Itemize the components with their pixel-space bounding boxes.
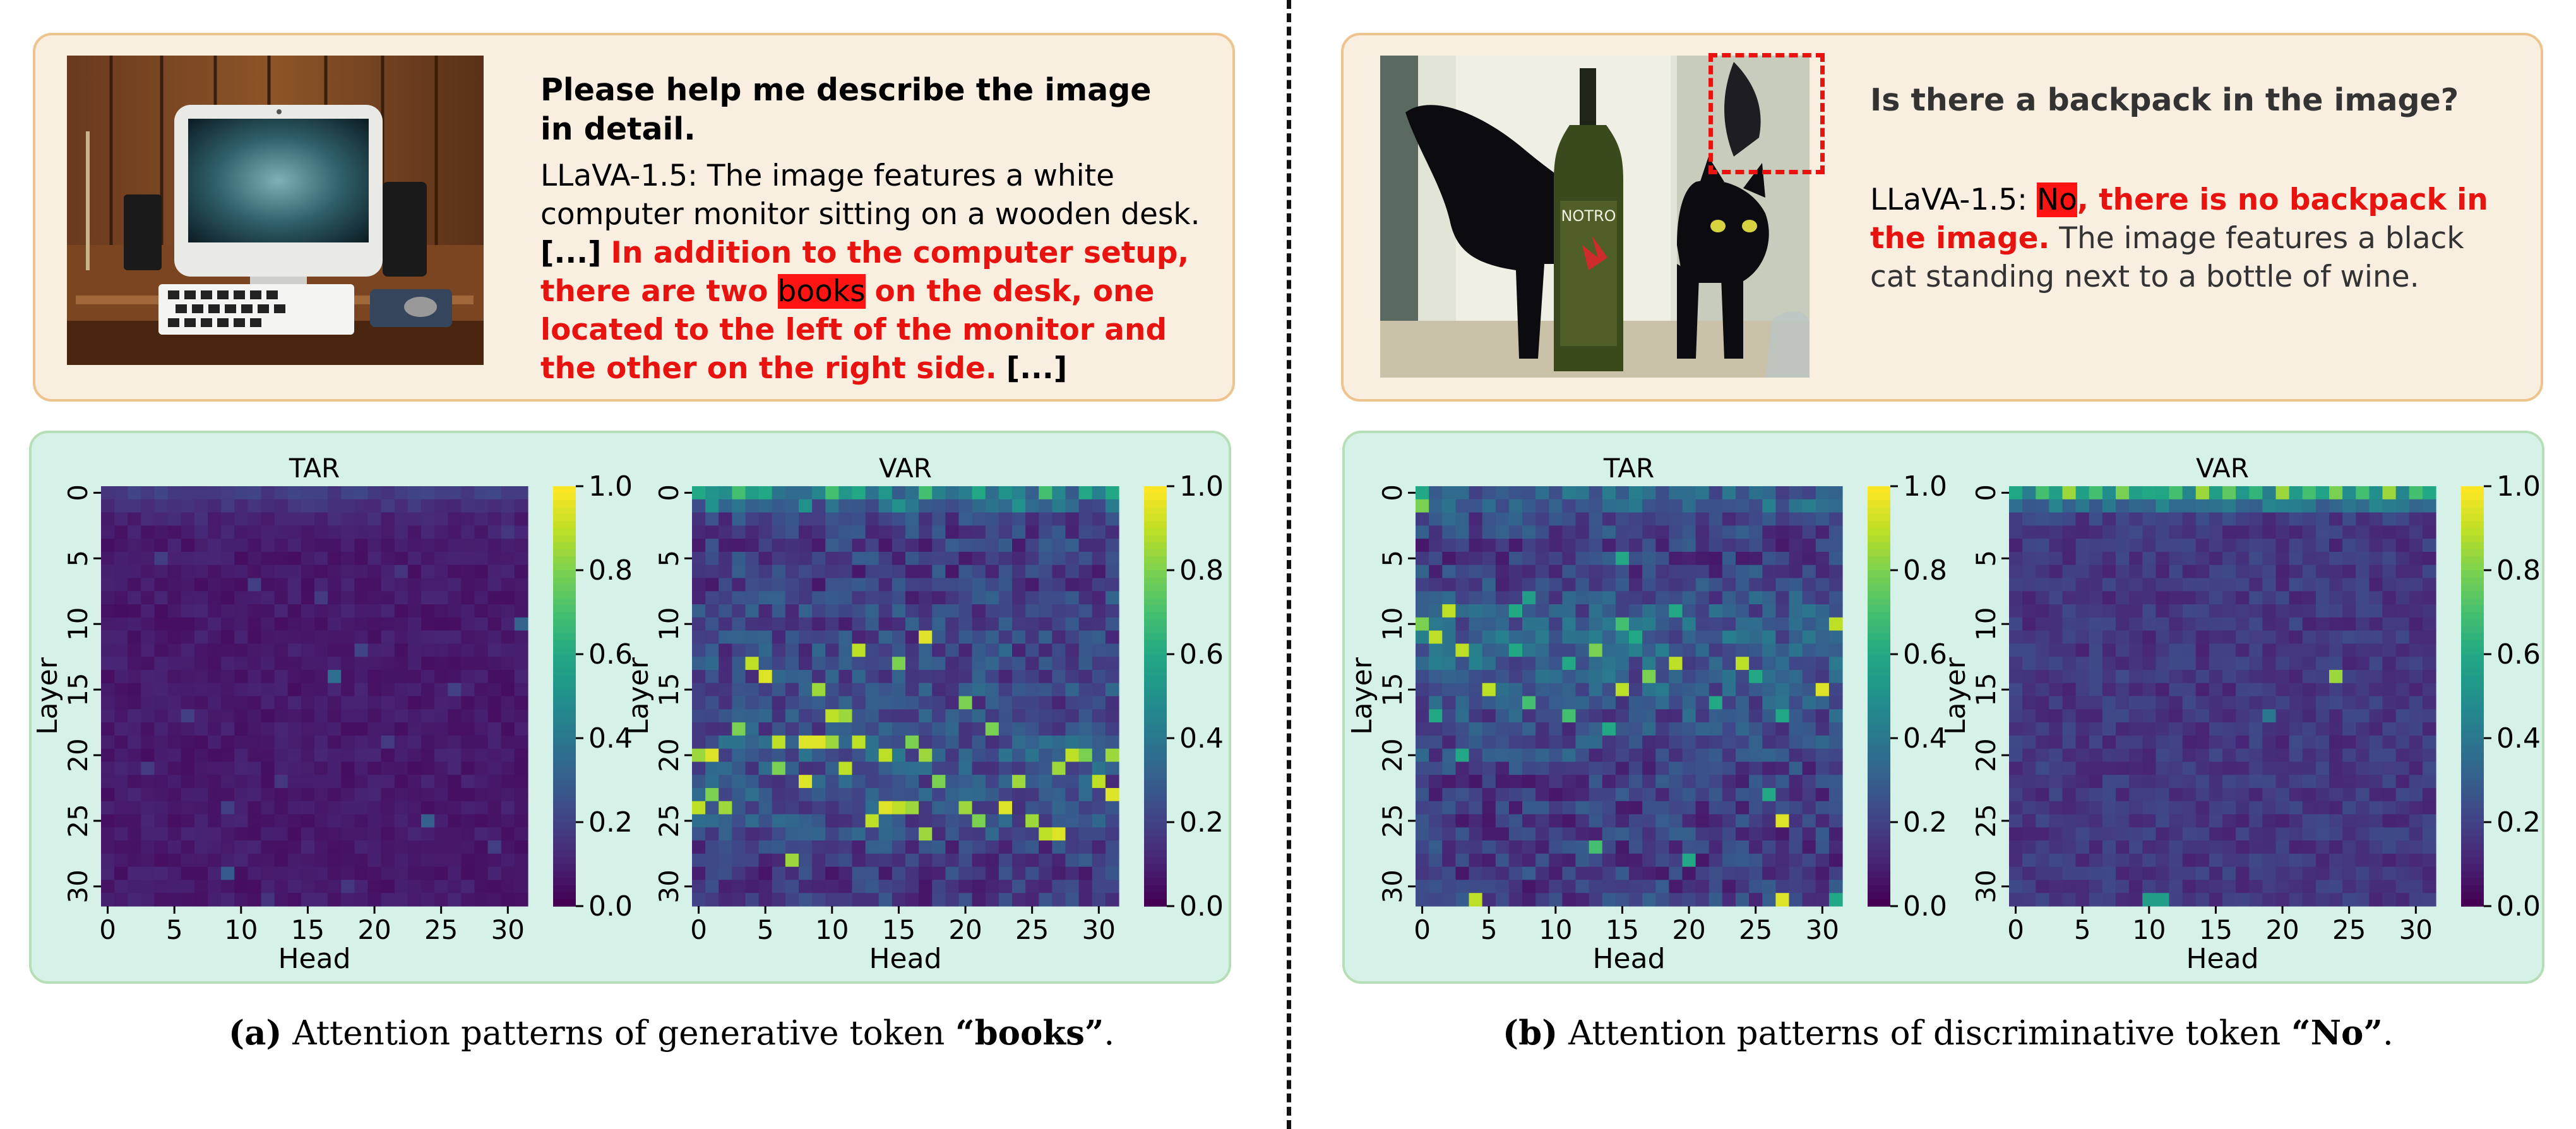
bottle-label: NOTRO	[1561, 207, 1616, 225]
panel-a-hallucination-pre: In addition to the computer setup, there…	[540, 236, 1190, 309]
caption-b: (b) Attention patterns of discriminative…	[1503, 1013, 2394, 1053]
panel-a-answer-intro: LLaVA-1.5: The image features a white co…	[540, 158, 1200, 232]
panel-a-question: Please help me describe the image in det…	[540, 72, 1152, 147]
panel-a-ellipsis-start: [...]	[540, 236, 602, 270]
caption-a: (a) Attention patterns of generative tok…	[229, 1013, 1114, 1053]
caption-b-text: Attention patterns of discriminative tok…	[1568, 1014, 2281, 1053]
panel-b-heatmap-card	[1342, 431, 2544, 984]
panel-a-hallucination-post: on the desk, one located to the left of …	[540, 274, 1167, 386]
caption-a-token: “books”	[955, 1013, 1104, 1053]
caption-b-token: “No”	[2291, 1013, 2383, 1053]
panel-a-hallucinated-token: books	[777, 274, 866, 309]
caption-b-period: .	[2382, 1014, 2394, 1053]
backpack-dashed-box	[1708, 53, 1825, 174]
panel-b-model-prefix: LLaVA-1.5:	[1870, 182, 2027, 217]
panel-b-hallucinated-token: No	[2036, 182, 2077, 217]
panel-b-question: Is there a backpack in the image?	[1870, 82, 2459, 118]
computer-desk-photo	[67, 56, 484, 365]
panel-a-heatmap-card	[29, 431, 1231, 984]
caption-b-label: (b)	[1503, 1013, 1558, 1053]
cat-bottle-photo: NOTRO	[1380, 56, 1810, 378]
caption-a-text: Attention patterns of generative token	[292, 1014, 945, 1053]
caption-a-period: .	[1104, 1014, 1115, 1053]
panel-b-hallucination-post: , there is no backpack in the image.	[1870, 182, 2488, 256]
caption-a-label: (a)	[229, 1013, 282, 1053]
panel-b-answer: LLaVA-1.5: No, there is no backpack in t…	[1870, 181, 2508, 296]
panel-divider	[1287, 0, 1291, 1129]
panel-a-answer: LLaVA-1.5: The image features a white co…	[540, 157, 1222, 388]
panel-b-answer-rest: The image features a black cat standing …	[1870, 221, 2464, 294]
panel-a-ellipsis-end: [...]	[1006, 351, 1068, 386]
